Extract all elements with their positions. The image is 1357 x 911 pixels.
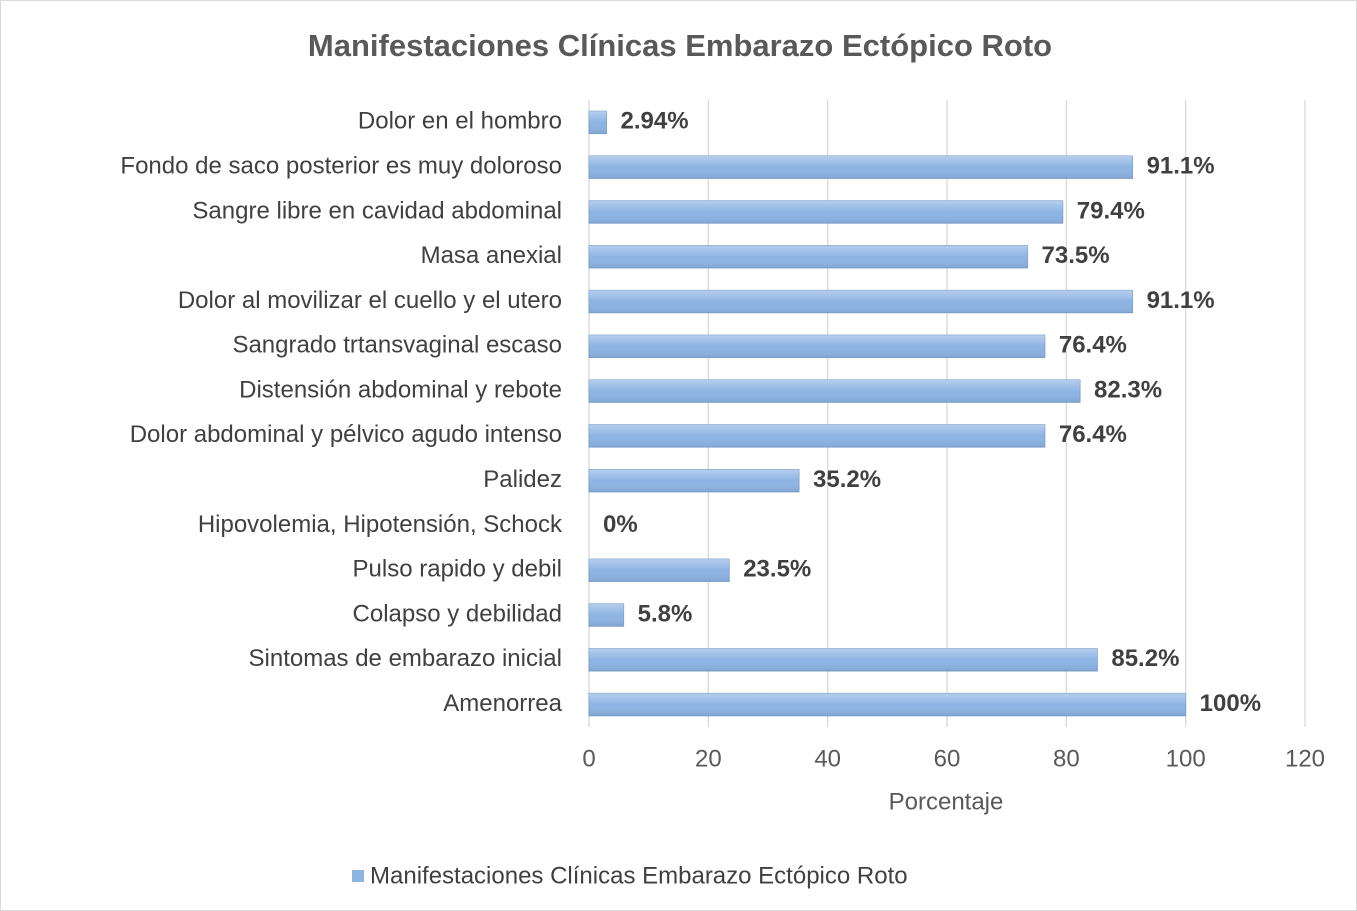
bar-shade [589, 693, 1186, 716]
x-tick-label: 20 [695, 745, 722, 772]
x-tick-label: 40 [814, 745, 841, 772]
data-label: 5.8% [638, 600, 693, 627]
data-label: 73.5% [1042, 242, 1110, 269]
data-label: 82.3% [1094, 376, 1162, 403]
bar-shade [589, 155, 1133, 179]
bar-shade [589, 200, 1063, 224]
legend-label: Manifestaciones Clínicas Embarazo Ectópi… [370, 862, 908, 889]
y-tick-label: Fondo de saco posterior es muy doloroso [120, 153, 562, 180]
y-tick-label: Sangre libre en cavidad abdominal [192, 197, 562, 224]
data-label: 23.5% [743, 556, 811, 583]
legend-swatch [352, 870, 364, 882]
x-axis-title: Porcentaje [889, 788, 1004, 815]
bar-shade [589, 335, 1045, 358]
data-label: 91.1% [1147, 287, 1215, 314]
x-tick-label: 120 [1285, 745, 1325, 772]
bar-shade [589, 379, 1081, 403]
y-tick-label: Sintomas de embarazo inicial [249, 645, 563, 672]
bar-shade [589, 603, 624, 627]
bar-shade [589, 111, 607, 134]
x-tick-label: 100 [1166, 745, 1206, 772]
y-tick-label: Colapso y debilidad [353, 600, 562, 627]
y-tick-label: Sangrado trtansvaginal escaso [232, 332, 562, 359]
bar-shade [589, 559, 730, 582]
bar-shade [589, 648, 1098, 672]
chart-title: Manifestaciones Clínicas Embarazo Ectópi… [308, 28, 1052, 63]
bar-shade [589, 469, 800, 492]
data-label: 100% [1200, 690, 1261, 717]
y-tick-label: Pulso rapido y debil [353, 556, 562, 583]
y-tick-label: Palidez [483, 466, 562, 493]
y-tick-label: Amenorrea [443, 690, 562, 717]
x-tick-label: 80 [1053, 745, 1080, 772]
data-label: 0% [603, 511, 638, 538]
data-label: 91.1% [1147, 153, 1215, 180]
x-tick-label: 60 [934, 745, 961, 772]
bar-shade [589, 424, 1045, 448]
bar-shade [589, 290, 1133, 313]
data-label: 76.4% [1059, 421, 1127, 448]
x-tick-label: 0 [582, 745, 595, 772]
y-tick-label: Distensión abdominal y rebote [239, 376, 562, 403]
data-label: 2.94% [621, 108, 689, 135]
y-tick-label: Dolor en el hombro [358, 108, 562, 135]
y-tick-label: Masa anexial [421, 242, 562, 269]
data-label: 79.4% [1077, 197, 1145, 224]
y-tick-label: Hipovolemia, Hipotensión, Schock [198, 511, 563, 538]
y-tick-label: Dolor al movilizar el cuello y el utero [178, 287, 562, 314]
y-tick-label: Dolor abdominal y pélvico agudo intenso [130, 421, 562, 448]
data-label: 76.4% [1059, 332, 1127, 359]
data-label: 35.2% [813, 466, 881, 493]
data-label: 85.2% [1111, 645, 1179, 672]
bar-shade [589, 245, 1028, 268]
